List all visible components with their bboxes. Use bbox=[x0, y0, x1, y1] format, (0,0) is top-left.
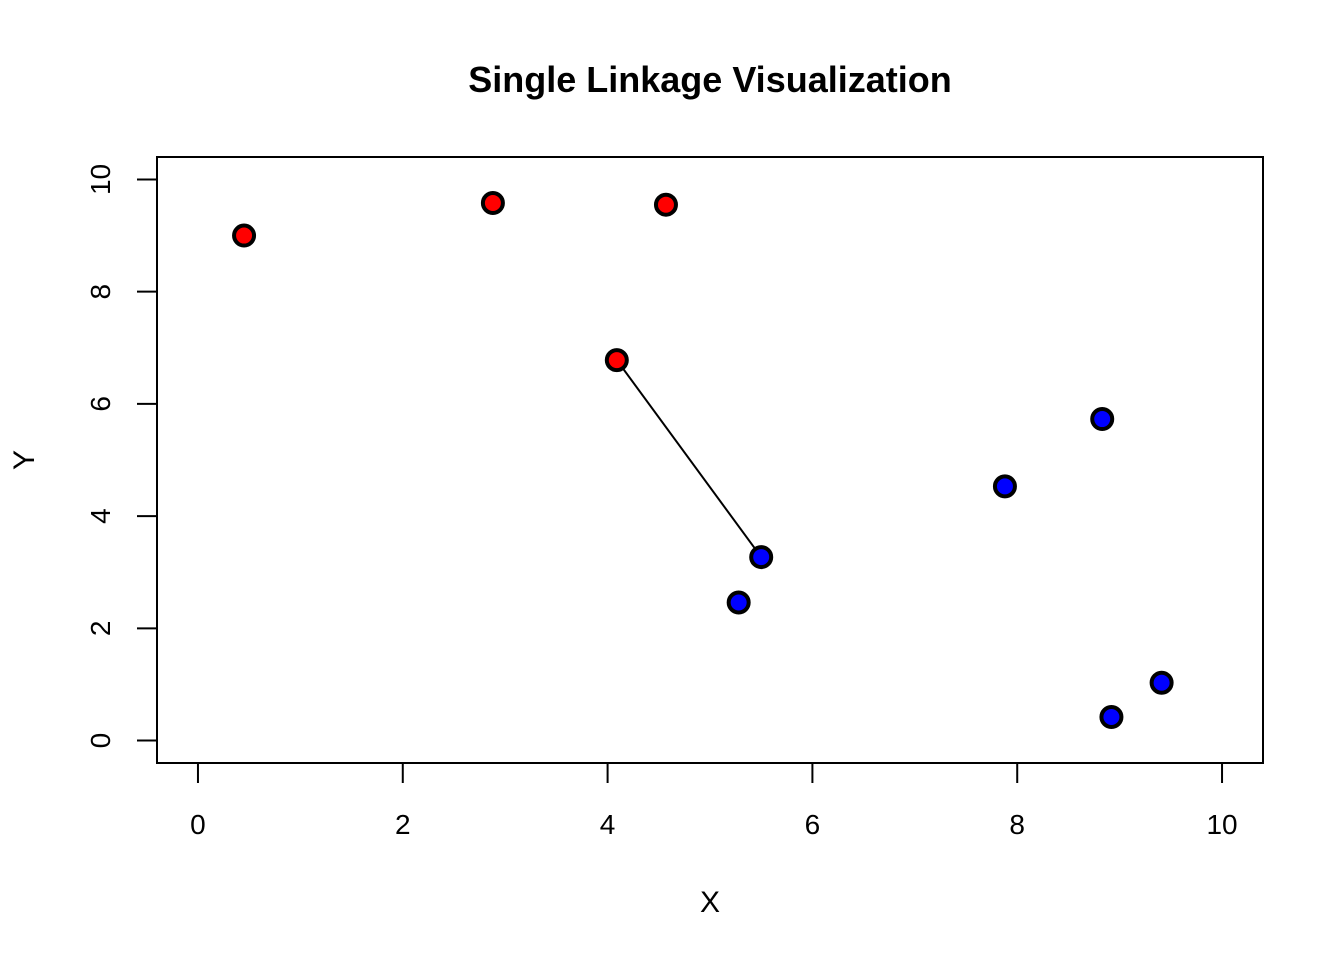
data-point bbox=[232, 223, 257, 248]
x-axis-title: X bbox=[700, 886, 720, 919]
x-tick-label: 10 bbox=[1206, 809, 1237, 840]
data-point bbox=[1149, 670, 1174, 695]
data-point bbox=[992, 474, 1017, 499]
y-tick-label: 10 bbox=[85, 164, 116, 195]
data-point bbox=[749, 545, 774, 570]
x-axis: 0 2 4 6 8 10 bbox=[190, 762, 1238, 840]
chart-title: Single Linkage Visualization bbox=[468, 59, 951, 100]
y-tick-label: 2 bbox=[85, 621, 116, 637]
y-axis: 0 2 4 6 8 10 bbox=[85, 164, 158, 749]
linkage-segment bbox=[616, 359, 763, 558]
x-tick-label: 4 bbox=[600, 809, 616, 840]
plot-area bbox=[156, 156, 1264, 764]
y-axis-title: Y bbox=[8, 450, 41, 470]
y-tick-label: 0 bbox=[85, 733, 116, 749]
x-tick-label: 0 bbox=[190, 809, 206, 840]
data-point bbox=[1099, 704, 1124, 729]
linkage-segments bbox=[616, 359, 763, 558]
y-tick-label: 8 bbox=[85, 284, 116, 300]
data-point bbox=[604, 348, 629, 373]
data-point bbox=[653, 192, 678, 217]
data-point bbox=[1090, 407, 1115, 432]
x-tick-label: 2 bbox=[395, 809, 411, 840]
y-tick-label: 6 bbox=[85, 396, 116, 412]
y-tick-label: 4 bbox=[85, 508, 116, 524]
data-point bbox=[480, 191, 505, 216]
x-tick-label: 6 bbox=[805, 809, 821, 840]
data-points bbox=[232, 191, 1174, 729]
data-point bbox=[726, 590, 751, 615]
x-tick-label: 8 bbox=[1009, 809, 1025, 840]
